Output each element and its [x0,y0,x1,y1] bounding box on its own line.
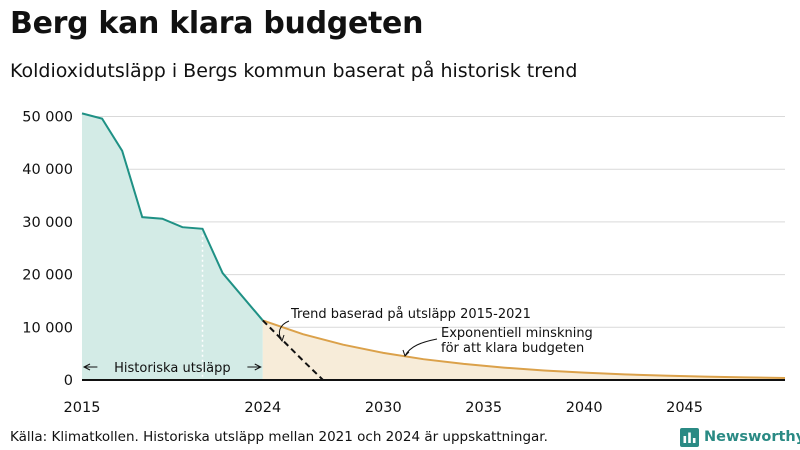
y-tick-label: 20 000 [22,268,73,284]
chart-subtitle: Koldioxidutsläpp i Bergs kommun baserat … [10,60,578,82]
trend-line [262,319,324,381]
budget-label-line2: för att klara budgeten [441,341,584,356]
x-tick-label: 2030 [365,400,402,416]
historical-label: Historiska utsläpp [114,361,231,376]
y-tick-label: 30 000 [22,215,73,231]
budget-line [262,319,786,379]
y-tick-label: 40 000 [22,162,73,178]
historical-area [82,113,263,380]
x-tick-label: 2035 [465,400,502,416]
y-tick-label: 10 000 [22,320,73,336]
x-tick-label: 2015 [64,400,101,416]
y-tick-label: 0 [64,373,73,389]
source-note: Källa: Klimatkollen. Historiska utsläpp … [10,429,548,445]
brand-name: Newsworthy [704,429,800,445]
historical-line [81,112,264,322]
trend-label: Trend baserad på utsläpp 2015-2021 [290,307,531,322]
x-tick-label: 2024 [244,400,281,416]
arrowhead-left [82,363,91,371]
x-tick-label: 2040 [566,400,603,416]
budget-label-line1: Exponentiell minskning [441,326,593,341]
newsworthy-logo-icon [680,427,699,447]
y-tick-label: 50 000 [22,110,73,126]
x-tick-label: 2045 [666,400,703,416]
trend-pointer-head [277,334,285,343]
budget-pointer [404,338,438,357]
chart-title: Berg kan klara budgeten [10,6,424,41]
brand-logo: Newsworthy [680,426,800,448]
budget-area [262,320,785,380]
arrowhead-right [254,363,262,371]
budget-pointer-head [402,349,410,357]
